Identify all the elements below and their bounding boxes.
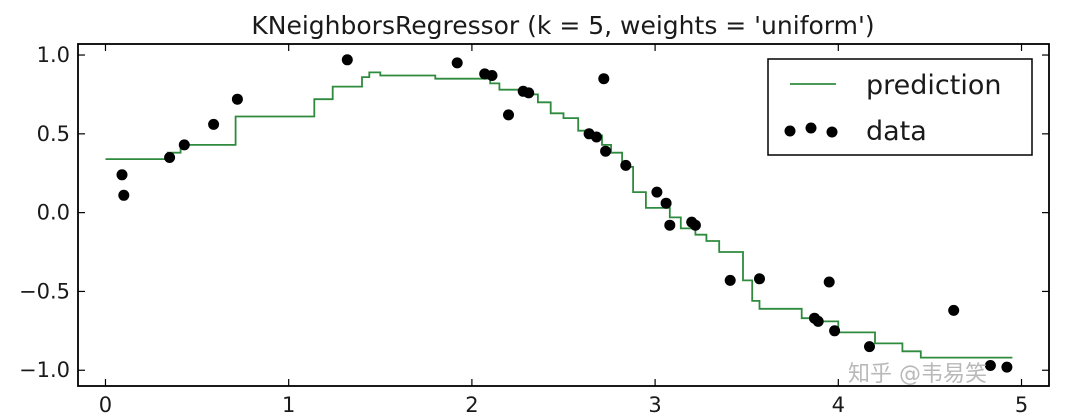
data-point (598, 73, 610, 85)
data-point (664, 219, 676, 231)
legend-label-data: data (866, 116, 927, 147)
axis-ticks: 0 1 2 3 4 5 1.0 0.5 0.0 −0.5 −1.0 (19, 43, 1049, 417)
x-tick-label: 2 (465, 393, 478, 417)
x-tick-label: 0 (99, 393, 112, 417)
data-point (620, 159, 632, 171)
data-point (116, 169, 128, 181)
data-point (523, 87, 535, 99)
y-tick-label: −1.0 (19, 358, 70, 382)
data-point (948, 304, 960, 316)
x-tick-label: 4 (832, 393, 845, 417)
prediction-line (105, 71, 1013, 359)
legend-marker-data-2 (805, 122, 817, 134)
data-point (812, 315, 824, 327)
y-tick-label: 0.0 (37, 201, 70, 225)
data-point (503, 109, 514, 121)
x-tick-label: 5 (1015, 393, 1028, 417)
series-layer (105, 54, 1013, 373)
data-point (178, 139, 190, 151)
data-point (724, 274, 736, 286)
y-tick-label: 1.0 (37, 43, 70, 67)
data-point (451, 57, 463, 69)
legend: prediction data (767, 58, 1033, 156)
x-tick-label: 3 (648, 393, 661, 417)
data-point (829, 325, 841, 337)
legend-marker-data-3 (826, 126, 838, 138)
x-tick-label: 1 (282, 393, 295, 417)
data-point (600, 145, 612, 157)
data-point (984, 360, 996, 371)
legend-label-prediction: prediction (866, 70, 1001, 101)
watermark: 知乎 @韦易笑 (848, 362, 987, 387)
y-tick-label: −0.5 (19, 279, 70, 303)
data-point (208, 118, 220, 130)
data-point (689, 219, 701, 231)
data-point (864, 341, 875, 353)
data-point (486, 70, 498, 81)
legend-marker-data-1 (784, 125, 796, 137)
data-point (651, 186, 663, 198)
data-point (754, 273, 765, 285)
data-point (1001, 361, 1013, 373)
data-point (660, 197, 672, 209)
data-point (231, 93, 243, 105)
data-point (341, 54, 353, 66)
data-point (591, 131, 602, 143)
data-point (823, 276, 835, 288)
data-point (164, 152, 176, 163)
legend-box (767, 58, 1033, 156)
data-point (118, 189, 130, 201)
chart-title: KNeighborsRegressor (k = 5, weights = 'u… (251, 11, 874, 40)
y-tick-label: 0.5 (37, 122, 70, 146)
